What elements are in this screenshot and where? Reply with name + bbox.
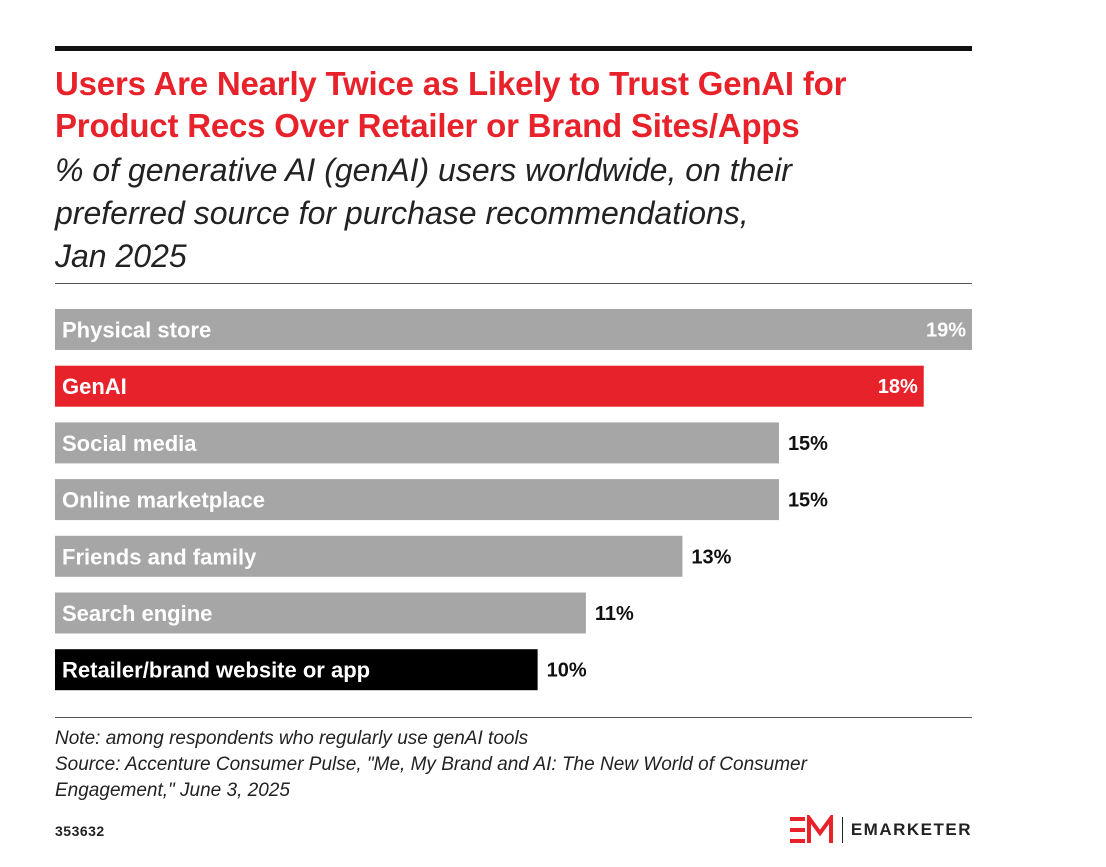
bar-friends-and-family: [55, 535, 683, 577]
bar-chart: Physical store 19% GenAI 18% Social media 15%…: [55, 309, 972, 691]
chart-id: 353632: [55, 823, 105, 839]
bar-category-label: Search engine: [62, 601, 212, 626]
title-line-1: Users Are Nearly Twice as Likely to Trus…: [55, 65, 847, 102]
bar-category-label: GenAI: [62, 374, 127, 399]
emarketer-logo: EMARKETER: [789, 815, 972, 845]
subtitle-line-3: Jan 2025: [55, 238, 187, 274]
subtitle-line-1: % of generative AI (genAI) users worldwi…: [55, 152, 792, 188]
em-logo-icon: [789, 815, 833, 843]
bar-category-label: Online marketplace: [62, 488, 265, 513]
chart-subtitle: % of generative AI (genAI) users worldwi…: [55, 149, 972, 278]
bar-value-label: 15%: [788, 490, 828, 512]
logo-divider: [841, 817, 843, 843]
bar-value-label: 13%: [691, 546, 731, 568]
bar-online-marketplace: [55, 479, 779, 521]
bar-social-media: [55, 422, 779, 464]
bar-search-engine: [55, 592, 586, 634]
chart-header: Users Are Nearly Twice as Likely to Trus…: [55, 46, 972, 278]
bar-retailer-brand-website-or-app: [55, 649, 538, 691]
bar-value-label: 19%: [926, 320, 966, 342]
note-text: Note: among respondents who regularly us…: [55, 728, 529, 749]
chart-bottom-divider: [55, 717, 972, 718]
bar-value-label: 15%: [788, 433, 828, 455]
bar-genai: [55, 365, 924, 407]
chart-top-divider: [55, 283, 972, 284]
subtitle-line-2: preferred source for purchase recommenda…: [55, 195, 749, 231]
bar-value-label: 11%: [595, 603, 634, 625]
brand-name: EMARKETER: [850, 820, 972, 839]
chart-title: Users Are Nearly Twice as Likely to Trus…: [55, 63, 972, 147]
bar-physical-store: [55, 309, 972, 350]
bar-value-label: 18%: [878, 376, 918, 398]
bar-category-label: Friends and family: [62, 544, 257, 569]
bar-category-label: Social media: [62, 431, 197, 456]
title-line-2: Product Recs Over Retailer or Brand Site…: [55, 107, 800, 144]
top-rule: [55, 46, 972, 51]
bar-category-label: Physical store: [62, 318, 211, 343]
source-line-2: Engagement," June 3, 2025: [55, 780, 290, 801]
bar-category-label: Retailer/brand website or app: [62, 658, 370, 683]
chart-notes: Note: among respondents who regularly us…: [55, 726, 972, 804]
bar-value-label: 10%: [547, 660, 587, 682]
source-line-1: Source: Accenture Consumer Pulse, "Me, M…: [55, 754, 807, 775]
